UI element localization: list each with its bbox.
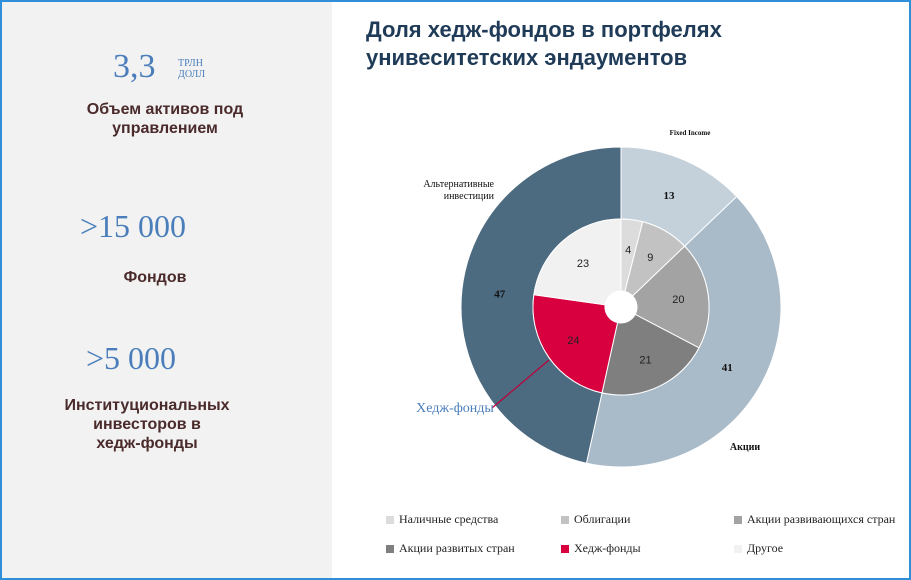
outer-value-label-1: 41 xyxy=(722,362,733,374)
inner-value-label-4: 24 xyxy=(567,335,579,347)
outer-label-equity: Акции xyxy=(730,442,761,453)
legend-swatch-hedge-funds xyxy=(561,544,569,553)
outer-label-alternatives-line-1: инвестиции xyxy=(444,191,495,202)
inner-slice-5 xyxy=(533,218,622,306)
stat-aum-unit-line2: ДОЛЛ xyxy=(178,69,206,80)
outer-label-alternatives-line-0: Альтернативные xyxy=(423,179,494,190)
stat-aum-value: 3,3 xyxy=(113,48,156,85)
inner-value-label-2: 20 xyxy=(672,294,684,306)
legend-swatch-bonds xyxy=(561,515,569,524)
legend-item-hedge-funds: Хедж-фонды xyxy=(561,541,641,556)
stat-investors-label: Институциональных инвесторов в хедж-фонд… xyxy=(64,397,230,452)
stat-funds-label: Фондов xyxy=(123,269,187,286)
inner-slice-3 xyxy=(601,313,700,396)
stat-funds-value: >15 000 xyxy=(80,208,187,244)
legend-item-em-equity: Акции развивающихся стран xyxy=(734,512,895,527)
callout-line xyxy=(491,359,550,409)
outer-value-label-2: 47 xyxy=(494,289,506,301)
legend-label-hedge-funds: Хедж-фонды xyxy=(574,541,641,555)
inner-value-label-3: 21 xyxy=(639,355,651,367)
chart-title: Доля хедж-фондов в портфелях унивеситетс… xyxy=(366,17,722,70)
legend-item-cash: Наличные средства xyxy=(386,512,498,527)
stat-aum-unit-line1: ТРЛН xyxy=(178,58,203,69)
legend-swatch-other xyxy=(734,544,742,553)
inner-value-label-5: 23 xyxy=(577,258,589,270)
legend-label-other: Другое xyxy=(747,541,784,555)
legend-item-bonds: Облигации xyxy=(561,512,630,527)
outer-label-fixed-income: Fixed Income xyxy=(670,129,711,137)
stat-aum-label: Объем активов под управлением xyxy=(86,101,244,137)
legend-label-dm-equity: Акции развитых стран xyxy=(399,541,515,555)
stats-panel xyxy=(2,2,332,578)
legend-label-bonds: Облигации xyxy=(574,512,631,526)
inner-value-label-0: 4 xyxy=(625,244,631,256)
outer-value-label-0: 13 xyxy=(663,190,675,202)
legend-item-dm-equity: Акции развитых стран xyxy=(386,541,515,556)
callout-label-hedge-funds: Хедж-фонды xyxy=(416,401,494,416)
legend-label-em-equity: Акции развивающихся стран xyxy=(747,512,896,526)
stat-investors-value: >5 000 xyxy=(86,340,177,376)
inner-value-label-1: 9 xyxy=(647,252,653,264)
legend-swatch-em-equity xyxy=(734,515,742,524)
legend-swatch-dm-equity xyxy=(386,544,394,553)
legend-item-other: Другое xyxy=(734,541,783,556)
legend-swatch-cash xyxy=(386,515,394,524)
inner-slice-4 xyxy=(532,294,619,394)
legend-label-cash: Наличные средства xyxy=(399,512,499,526)
inner-slice-2 xyxy=(631,245,710,349)
